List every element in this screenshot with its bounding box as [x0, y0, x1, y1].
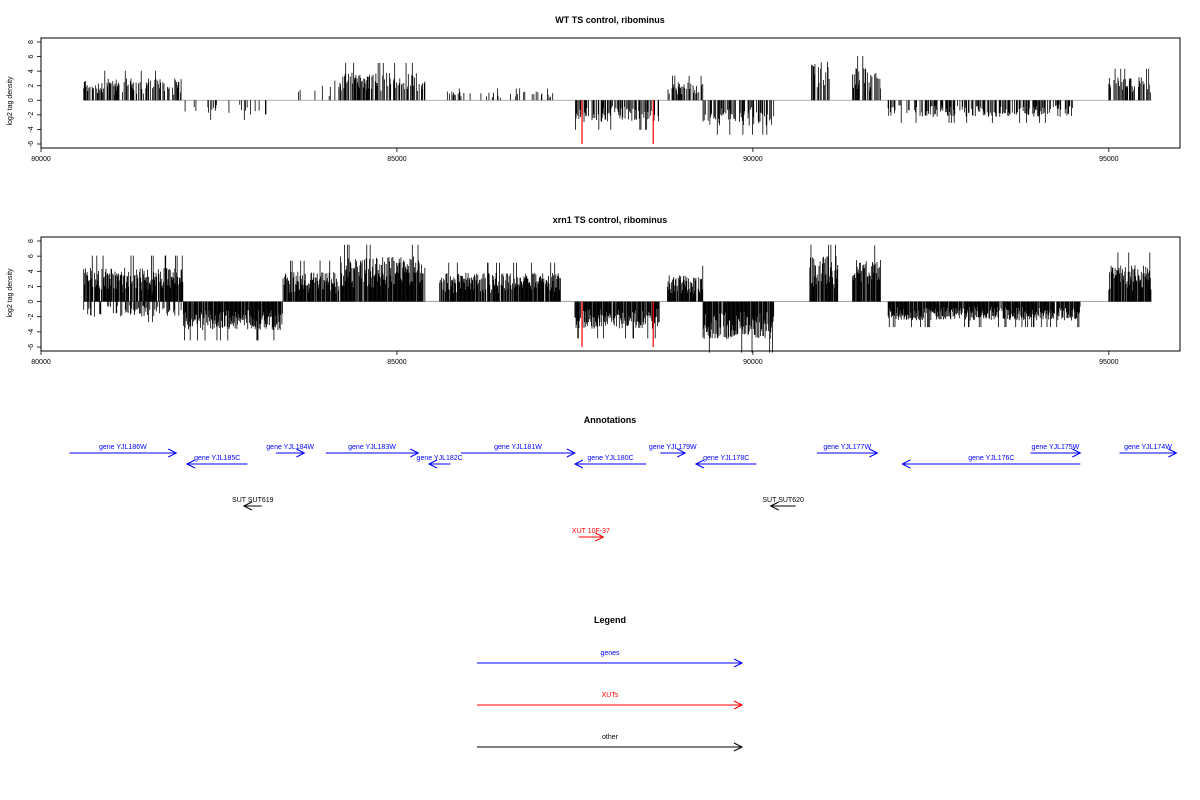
y-tick-label: 6 [28, 55, 35, 59]
feature-arrow [694, 459, 757, 469]
y-tick-label: 4 [28, 269, 35, 273]
x-tick-label: 80000 [31, 156, 51, 163]
feature-label: gene YJL178C [703, 455, 749, 462]
legend-arrow [477, 742, 744, 752]
feature-arrow [275, 448, 306, 458]
wt-plot-frame [40, 37, 1181, 149]
feature-label: gene YJL186W [99, 444, 147, 451]
feature-label: gene YJL180C [587, 455, 633, 462]
feature-label: XUT 10F-37 [572, 528, 610, 535]
wt-panel-title: WT TS control, ribominus [555, 15, 665, 25]
y-tick-label: 8 [28, 40, 35, 44]
x-tick-label: 95000 [1099, 156, 1119, 163]
feature-label: SUT SUT620 [762, 497, 804, 504]
feature-arrow [816, 448, 879, 458]
annotations-title: Annotations [584, 415, 637, 425]
xrn1-axes: -6 -4 -2 0 2 4 6 8 80000 85000 90000 95000 [28, 239, 1119, 366]
legend-label: XUTs [602, 692, 619, 699]
x-tick-label: 85000 [387, 156, 407, 163]
y-tick-label: -2 [28, 314, 35, 320]
xrn1-plot-frame [40, 236, 1181, 352]
x-tick-label: 85000 [387, 359, 407, 366]
legend-label: genes [600, 650, 620, 657]
feature-label: gene YJL176C [968, 455, 1014, 462]
feature-arrow [69, 448, 178, 458]
x-tick-label: 90000 [743, 156, 763, 163]
feature-arrow [461, 448, 577, 458]
y-tick-label: 6 [28, 254, 35, 258]
y-tick-label: -6 [28, 141, 35, 147]
y-tick-label: 8 [28, 239, 35, 243]
legend-title: Legend [594, 615, 626, 625]
xrn1-panel-title: xrn1 TS control, ribominus [553, 215, 668, 225]
wt-y-axis-label: log2 tag density [7, 76, 14, 126]
xrn1-density-panel: xrn1 TS control, ribominus log2 tag dens… [7, 215, 1181, 366]
feature-label: gene YJL181W [494, 444, 542, 451]
y-tick-label: 0 [28, 300, 35, 304]
x-tick-label: 80000 [31, 359, 51, 366]
legend-arrow [477, 658, 744, 668]
legend-items: genes XUTs other [477, 650, 744, 752]
feature-arrow [185, 459, 248, 469]
feature-label: gene YJL175W [1032, 444, 1080, 451]
x-tick-label: 95000 [1099, 359, 1119, 366]
annotation-features: gene YJL186W gene YJL185C gene YJL184W gene… [69, 444, 1178, 542]
feature-arrow [325, 448, 420, 458]
xrn1-y-axis-label: log2 tag density [7, 268, 14, 318]
legend-arrow [477, 700, 744, 710]
legend-label: other [602, 734, 619, 741]
y-tick-label: -4 [28, 329, 35, 335]
feature-label: gene YJL184W [266, 444, 314, 451]
feature-arrow [578, 532, 605, 542]
feature-arrow [769, 501, 796, 511]
feature-arrow [427, 459, 451, 469]
x-tick-label: 90000 [743, 359, 763, 366]
feature-label: gene YJL177W [823, 444, 871, 451]
y-tick-label: -2 [28, 112, 35, 118]
feature-arrow [1030, 448, 1082, 458]
wt-axes: -6 -4 -2 0 2 4 6 8 80000 85000 90000 95000 [28, 40, 1119, 163]
xrn1-bars [83, 244, 1152, 353]
legend: Legend genes XUTs other [477, 615, 744, 752]
feature-label: gene YJL182C [417, 455, 463, 462]
y-tick-label: 2 [28, 84, 35, 88]
feature-label: gene YJL179W [649, 444, 697, 451]
feature-arrow [573, 459, 647, 469]
y-tick-label: 4 [28, 69, 35, 73]
wt-bars [83, 56, 1152, 144]
feature-label: gene YJL185C [194, 455, 240, 462]
feature-label: gene YJL183W [348, 444, 396, 451]
y-tick-label: -6 [28, 344, 35, 350]
y-tick-label: -4 [28, 126, 35, 132]
feature-arrow [242, 501, 262, 511]
y-tick-label: 2 [28, 284, 35, 288]
y-tick-label: 0 [28, 98, 35, 102]
feature-label: SUT SUT619 [232, 497, 274, 504]
feature-label: gene YJL174W [1124, 444, 1172, 451]
feature-arrow [1119, 448, 1178, 458]
feature-arrow [901, 459, 1081, 469]
wt-density-panel: WT TS control, ribominus log2 tag densit… [7, 15, 1181, 163]
feature-arrow [660, 448, 687, 458]
